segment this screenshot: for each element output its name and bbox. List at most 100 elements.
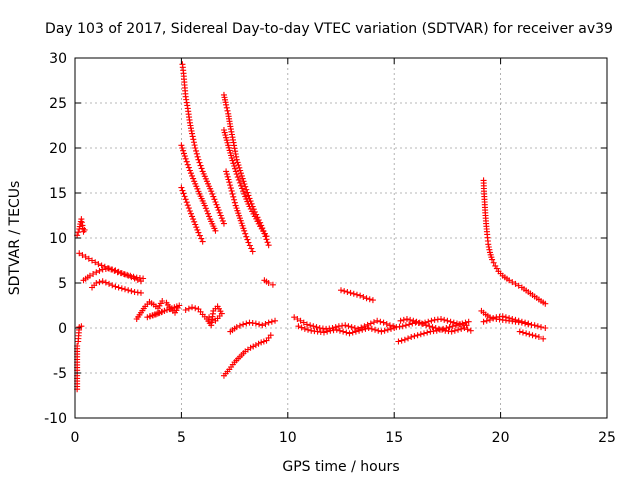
data-point <box>223 101 230 108</box>
data-point <box>194 226 201 233</box>
data-point <box>185 305 192 312</box>
data-point <box>211 196 218 203</box>
series-late-arc <box>480 177 549 307</box>
data-point <box>342 322 349 329</box>
series-dip-curve <box>220 332 274 379</box>
data-point <box>92 259 99 266</box>
data-point <box>227 185 234 192</box>
data-point <box>234 174 241 181</box>
data-point <box>189 133 196 140</box>
data-point <box>90 271 97 277</box>
series-arc-2 <box>178 142 219 234</box>
y-tick-label: -5 <box>53 366 67 382</box>
data-point <box>458 325 465 332</box>
data-point <box>512 280 519 287</box>
data-point <box>223 171 230 178</box>
data-point <box>125 272 132 279</box>
data-point <box>213 201 220 208</box>
data-point <box>144 314 151 321</box>
data-point <box>75 229 82 236</box>
data-point <box>341 288 348 295</box>
data-point <box>131 275 138 282</box>
data-point <box>229 190 236 197</box>
data-point <box>212 227 219 234</box>
data-point <box>356 327 363 334</box>
data-point <box>265 280 272 286</box>
data-point <box>214 204 221 211</box>
series-afternoon-band-d <box>397 316 474 335</box>
data-point <box>420 330 427 337</box>
data-point <box>128 274 135 281</box>
data-point <box>443 325 450 331</box>
data-point <box>499 313 506 320</box>
data-point <box>483 317 490 324</box>
data-point <box>377 318 384 325</box>
data-point <box>118 270 125 277</box>
data-point <box>180 190 187 197</box>
data-point <box>447 318 454 325</box>
data-point <box>79 252 86 259</box>
data-point <box>223 168 230 175</box>
y-tick-label: 25 <box>49 96 67 112</box>
data-point <box>109 266 116 273</box>
data-point <box>451 327 458 334</box>
x-tick-label: 15 <box>385 430 403 446</box>
data-point <box>360 293 367 300</box>
data-point <box>403 316 410 322</box>
data-point <box>361 323 368 330</box>
data-point <box>515 317 522 324</box>
data-point <box>265 242 272 249</box>
data-point <box>150 312 157 319</box>
data-point <box>194 153 201 160</box>
data-point <box>456 321 463 328</box>
data-point <box>486 246 493 253</box>
data-point <box>230 193 237 200</box>
data-point <box>411 333 418 340</box>
data-point <box>303 321 310 328</box>
series-short-segment <box>338 287 376 304</box>
data-point <box>264 239 271 246</box>
data-point <box>190 216 197 223</box>
data-point <box>386 322 393 329</box>
series-morning-cluster <box>133 298 183 322</box>
data-point <box>402 322 409 329</box>
data-point <box>441 316 448 323</box>
data-point <box>344 289 351 295</box>
data-point <box>224 173 231 180</box>
data-point <box>189 304 196 311</box>
data-point <box>225 176 232 183</box>
series-early-band-c <box>89 278 144 296</box>
data-point <box>347 289 354 296</box>
data-point <box>223 104 230 111</box>
data-point <box>432 325 439 331</box>
data-point <box>298 324 305 331</box>
data-point <box>89 257 96 264</box>
data-point <box>232 165 239 172</box>
data-point <box>542 325 549 331</box>
series-arc-7 <box>261 277 276 288</box>
data-point <box>367 320 374 327</box>
data-points <box>74 61 549 393</box>
data-point <box>242 183 249 190</box>
data-point <box>206 213 213 220</box>
data-point <box>122 271 129 278</box>
y-tick-label: 20 <box>49 141 67 157</box>
data-point <box>184 202 191 209</box>
data-point <box>106 265 113 272</box>
data-point <box>178 184 185 191</box>
data-point <box>522 319 529 326</box>
data-point <box>185 164 192 171</box>
data-point <box>128 288 135 295</box>
data-point <box>383 320 390 327</box>
data-point <box>407 316 414 323</box>
data-point <box>444 317 451 324</box>
data-point <box>233 171 240 178</box>
data-point <box>196 232 203 239</box>
series-late-cluster-b <box>480 313 532 327</box>
data-point <box>218 215 225 222</box>
data-point <box>239 175 246 182</box>
y-tick-label: 5 <box>58 276 67 292</box>
data-point <box>259 322 266 329</box>
data-point <box>320 329 327 336</box>
data-point <box>86 272 93 279</box>
